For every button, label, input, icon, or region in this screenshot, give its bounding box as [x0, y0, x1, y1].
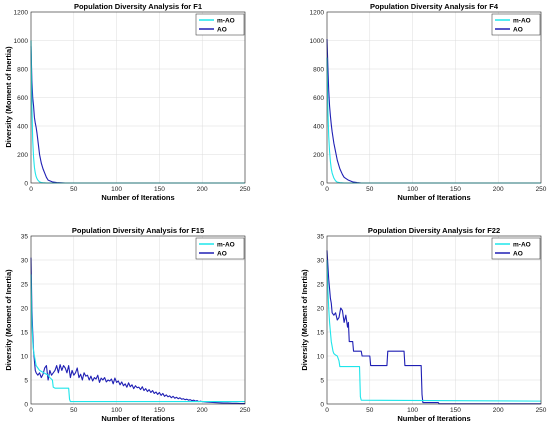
y-tick-label: 800: [17, 66, 28, 73]
y-tick-label: 0: [320, 401, 324, 408]
x-tick-label: 200: [197, 407, 208, 414]
x-tick-label: 200: [493, 186, 504, 193]
x-tick-label: 50: [366, 186, 374, 193]
plot-background: [31, 236, 245, 404]
chart-title: Population Diversity Analysis for F1: [74, 2, 202, 11]
panel-f1: Population Diversity Analysis for F1 Num…: [4, 2, 251, 202]
x-axis-label: Number of Iterations: [101, 193, 174, 202]
y-tick-label: 15: [21, 329, 29, 336]
legend-label-m-ao: m-AO: [217, 18, 235, 25]
y-tick-label: 5: [320, 377, 324, 384]
x-tick-label: 50: [70, 186, 78, 193]
y-tick-label: 0: [320, 180, 324, 187]
axes-box: [326, 235, 542, 405]
legend-label-ao: AO: [513, 27, 523, 34]
x-tick-label: 0: [29, 186, 33, 193]
chart-title: Population Diversity Analysis for F15: [72, 226, 204, 235]
plot-area: 0 50 100 150 200 250 0 200 400 600 800 1000 1200: [310, 9, 547, 193]
y-tick-label: 35: [21, 233, 29, 240]
y-tick-label: 1200: [14, 9, 29, 16]
x-tick-label: 100: [111, 407, 122, 414]
plot-area: 0 50 100 150 200 250 0 5 10 15 20 25 30 35: [317, 233, 547, 414]
x-tick-label: 50: [366, 407, 374, 414]
y-tick-label: 1000: [310, 38, 325, 45]
x-tick-label: 50: [70, 407, 78, 414]
y-tick-label: 25: [317, 281, 325, 288]
legend-label-ao: AO: [217, 251, 227, 258]
x-tick-label: 100: [111, 186, 122, 193]
series-line-ao: [30, 257, 245, 405]
plot-background: [327, 236, 541, 404]
y-tick-label: 200: [313, 152, 324, 159]
x-tick-label: 250: [240, 186, 251, 193]
plot-area: 0 50 100 150 200 250 0 200 400 600 800 1000 1200: [14, 9, 251, 193]
x-tick-label: 100: [407, 186, 418, 193]
x-tick-label: 250: [536, 186, 547, 193]
panel-f4: Population Diversity Analysis for F4 Num…: [310, 2, 547, 202]
y-axis-label: Diversity (Moment of Inertia): [300, 269, 309, 371]
panel-f15: Population Diversity Analysis for F15 Nu…: [4, 226, 251, 423]
x-tick-label: 200: [493, 407, 504, 414]
y-tick-label: 25: [21, 281, 29, 288]
y-tick-label: 400: [313, 123, 324, 130]
axes-box: [326, 11, 542, 184]
legend-label-m-ao: m-AO: [217, 242, 235, 249]
y-tick-label: 10: [21, 353, 29, 360]
x-tick-label: 100: [407, 407, 418, 414]
chart-title: Population Diversity Analysis for F4: [370, 2, 499, 11]
series-line-m-ao: [326, 259, 542, 402]
legend-label-m-ao: m-AO: [513, 242, 531, 249]
x-tick-label: 150: [154, 407, 165, 414]
y-tick-label: 600: [313, 95, 324, 102]
y-tick-label: 1200: [310, 9, 325, 16]
series-line-m-ao: [30, 274, 245, 403]
y-tick-label: 600: [17, 95, 28, 102]
x-tick-label: 150: [450, 407, 461, 414]
x-tick-label: 0: [325, 186, 329, 193]
y-tick-label: 15: [317, 329, 325, 336]
legend: m-AO AO: [195, 13, 245, 36]
y-axis-label: Diversity (Moment of Inertia): [4, 269, 13, 371]
y-axis-label: Diversity (Moment of Inertia): [4, 46, 13, 148]
x-tick-label: 0: [325, 407, 329, 414]
panel-f22: Population Diversity Analysis for F22 Nu…: [300, 226, 547, 423]
plot-area: 0 50 100 150 200 250 0 5 10 15 20 25 30 35: [21, 233, 251, 414]
legend-label-ao: AO: [513, 251, 523, 258]
legend-label-m-ao: m-AO: [513, 18, 531, 25]
chart-title: Population Diversity Analysis for F22: [368, 226, 500, 235]
y-tick-label: 800: [313, 66, 324, 73]
legend: m-AO AO: [491, 13, 541, 36]
series-line-ao: [30, 46, 245, 184]
y-tick-label: 0: [24, 180, 28, 187]
axes-box: [30, 235, 246, 405]
legend: m-AO AO: [195, 237, 245, 260]
x-axis-label: Number of Iterations: [101, 414, 174, 423]
axes-box: [30, 11, 246, 184]
x-axis-label: Number of Iterations: [397, 414, 470, 423]
legend-label-ao: AO: [217, 27, 227, 34]
y-tick-label: 35: [317, 233, 325, 240]
y-tick-label: 5: [24, 377, 28, 384]
x-tick-label: 200: [197, 186, 208, 193]
y-tick-label: 200: [17, 152, 28, 159]
legend: m-AO AO: [491, 237, 541, 260]
y-tick-label: 30: [21, 257, 29, 264]
x-axis-label: Number of Iterations: [397, 193, 470, 202]
x-tick-label: 250: [536, 407, 547, 414]
y-tick-label: 10: [317, 353, 325, 360]
x-tick-label: 0: [29, 407, 33, 414]
y-tick-label: 20: [21, 305, 29, 312]
series-line-ao: [326, 250, 541, 405]
series-line-ao: [326, 39, 541, 184]
y-tick-label: 400: [17, 123, 28, 130]
y-tick-label: 30: [317, 257, 325, 264]
x-tick-label: 250: [240, 407, 251, 414]
x-tick-label: 150: [450, 186, 461, 193]
y-tick-label: 20: [317, 305, 325, 312]
y-tick-label: 1000: [14, 38, 29, 45]
x-tick-label: 150: [154, 186, 165, 193]
y-tick-label: 0: [24, 401, 28, 408]
